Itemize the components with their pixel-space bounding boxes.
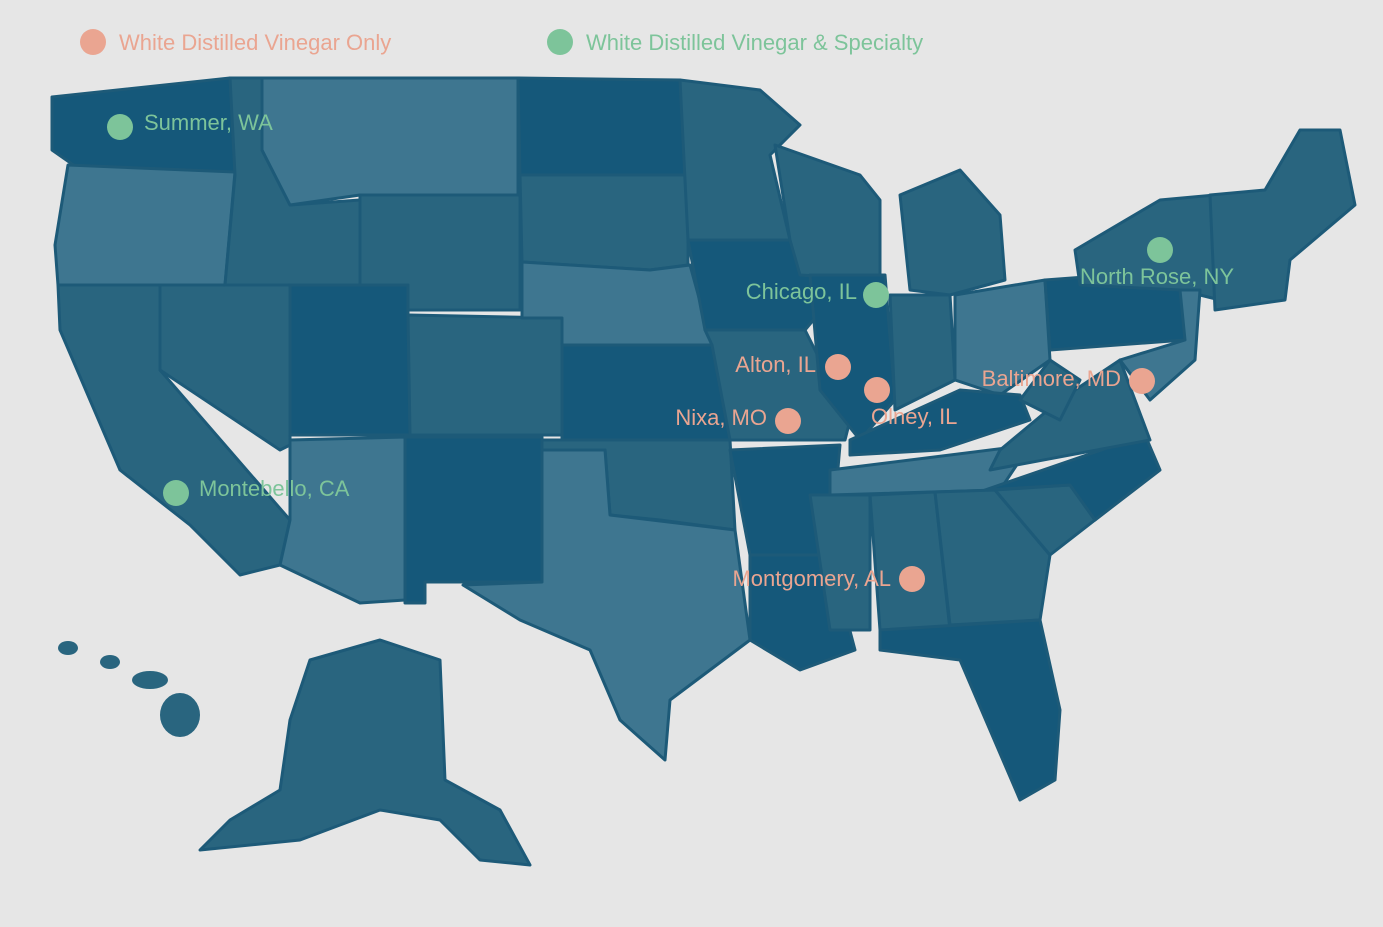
location-dot: [863, 282, 889, 308]
state: [518, 173, 690, 272]
legend-dot: [547, 29, 573, 55]
legend-dot: [80, 29, 106, 55]
location-label: Alton, IL: [735, 352, 816, 377]
state: [898, 168, 1007, 297]
location-label: Olney, IL: [871, 404, 957, 429]
state: [808, 493, 872, 632]
location-label: Chicago, IL: [746, 279, 857, 304]
state: [703, 328, 852, 442]
location-dot: [864, 377, 890, 403]
location-label: Summer, WA: [144, 110, 273, 135]
state: [278, 435, 407, 605]
location-label: Baltimore, MD: [982, 366, 1121, 391]
island: [100, 655, 120, 669]
state: [1018, 358, 1082, 422]
island: [160, 693, 200, 737]
state: [878, 618, 1062, 802]
location-dot: [775, 408, 801, 434]
location-label: Montebello, CA: [199, 476, 350, 501]
location-dot: [825, 354, 851, 380]
markers: Alton, IL Olney, IL Nixa, MO Baltimore, MD M…: [107, 110, 1234, 592]
location-dot: [899, 566, 925, 592]
location-label: Montgomery, AL: [732, 566, 891, 591]
island: [58, 641, 78, 655]
location-label: North Rose, NY: [1080, 264, 1234, 289]
state: [288, 283, 412, 437]
state: [198, 638, 532, 867]
location-dot: [163, 480, 189, 506]
legend-label: White Distilled Vinegar & Specialty: [586, 30, 923, 55]
state: [953, 278, 1052, 397]
state: [1208, 128, 1357, 312]
state: [403, 435, 544, 605]
island: [132, 671, 168, 689]
location-dot: [1129, 368, 1155, 394]
location-dot: [1147, 237, 1173, 263]
state: [406, 313, 564, 437]
state: [888, 293, 957, 412]
state: [516, 76, 690, 177]
location-dot: [107, 114, 133, 140]
state: [358, 193, 522, 312]
states: [50, 76, 1357, 867]
location-label: Nixa, MO: [675, 405, 767, 430]
legend: White Distilled Vinegar Only White Distil…: [80, 29, 923, 55]
legend-label: White Distilled Vinegar Only: [119, 30, 391, 55]
state: [848, 388, 1032, 457]
state: [260, 76, 520, 207]
state: [53, 163, 237, 287]
